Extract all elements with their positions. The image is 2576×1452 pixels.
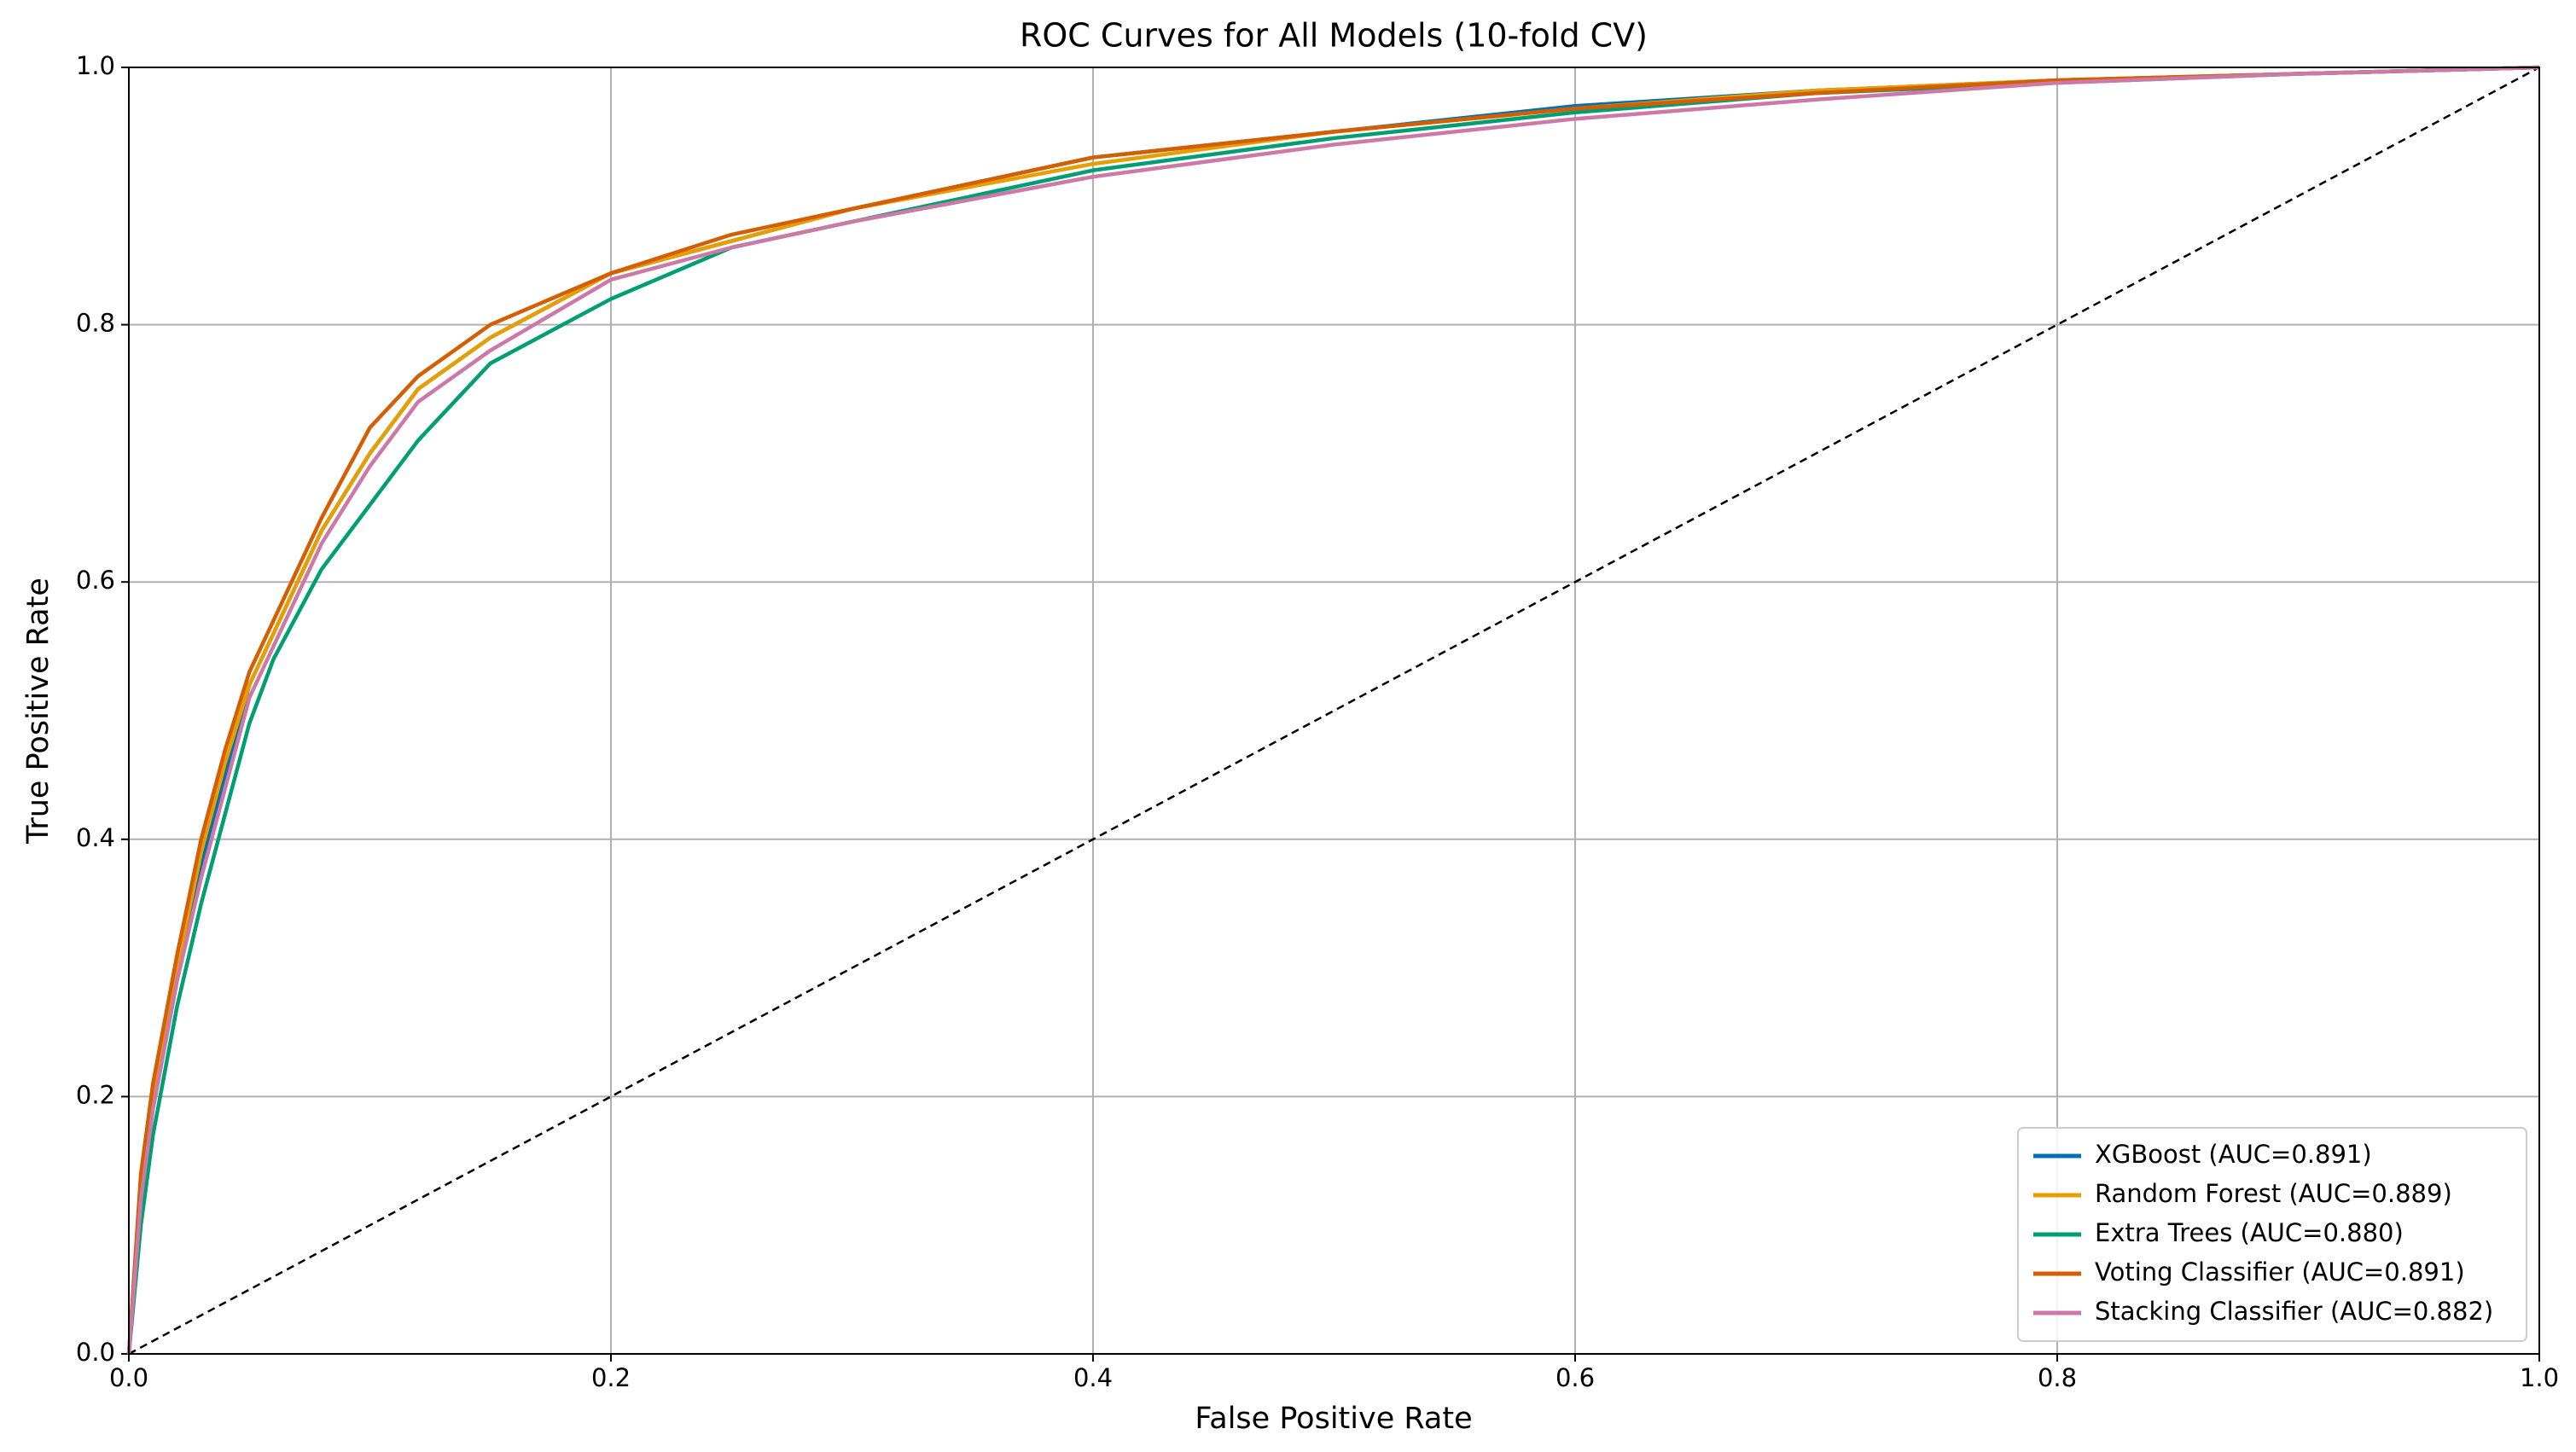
x-tick-label: 0.0 bbox=[109, 1363, 148, 1392]
y-axis-label: True Positive Rate bbox=[21, 578, 55, 845]
y-tick-label: 0.6 bbox=[76, 566, 115, 595]
y-tick-label: 1.0 bbox=[76, 51, 115, 80]
legend-box bbox=[2017, 1127, 2527, 1342]
legend-label: Voting Classifier (AUC=0.891) bbox=[2095, 1257, 2465, 1286]
y-tick-label: 0.0 bbox=[76, 1338, 115, 1367]
legend-label: Extra Trees (AUC=0.880) bbox=[2095, 1218, 2404, 1247]
y-tick-label: 0.4 bbox=[76, 823, 115, 852]
plot-frame bbox=[128, 67, 2540, 1355]
roc-curve bbox=[126, 65, 2540, 1355]
x-tick-label: 0.8 bbox=[2038, 1363, 2077, 1392]
x-axis-label: False Positive Rate bbox=[1195, 1402, 1472, 1436]
x-tick-label: 0.2 bbox=[591, 1363, 631, 1392]
y-tick-label: 0.8 bbox=[76, 309, 115, 338]
x-tick-label: 0.6 bbox=[1555, 1363, 1595, 1392]
x-tick-label: 0.4 bbox=[1073, 1363, 1113, 1392]
legend-label: XGBoost (AUC=0.891) bbox=[2095, 1140, 2372, 1169]
x-tick-label: 1.0 bbox=[2520, 1363, 2559, 1392]
legend-label: Random Forest (AUC=0.889) bbox=[2095, 1179, 2452, 1208]
y-tick-label: 0.2 bbox=[76, 1080, 115, 1109]
roc-curve bbox=[126, 65, 2540, 1355]
roc-curve bbox=[126, 65, 2540, 1355]
chart-title: ROC Curves for All Models (10-fold CV) bbox=[1020, 17, 1648, 55]
legend-label: Stacking Classifier (AUC=0.882) bbox=[2095, 1297, 2493, 1326]
reference-line bbox=[128, 66, 2540, 1356]
legend: XGBoost (AUC=0.891) Random Forest (AUC=0.… bbox=[2017, 1127, 2527, 1342]
